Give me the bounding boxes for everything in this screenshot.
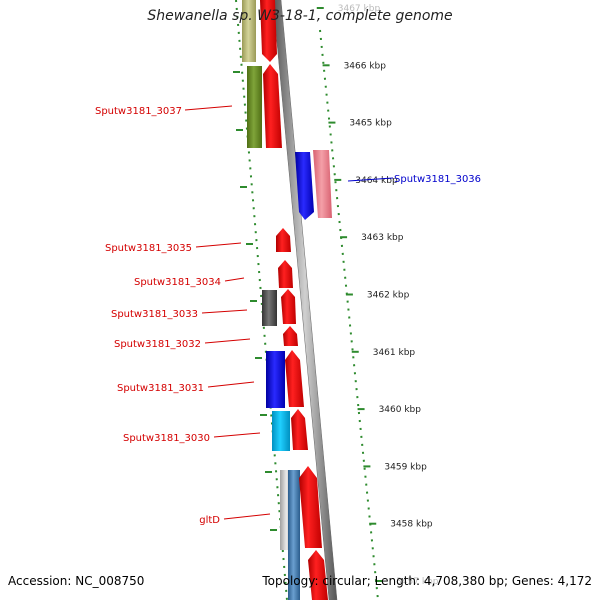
gene-label-leader [195, 242, 242, 248]
topology-text: Topology: circular; Length: 4,708,380 bp… [262, 574, 592, 588]
gene-sputw3181-3033-gray [262, 290, 277, 326]
gene-sputw3181-3031-blue [266, 351, 285, 408]
gene-sputw3181-3033 [281, 289, 296, 324]
inner-track-ticks [233, 71, 277, 531]
scale-tick-label: 3466 kbp [344, 61, 387, 71]
gene-red-top-1 [260, 0, 277, 62]
gene-sputw3181-3036-blue [295, 152, 314, 220]
gene-label[interactable]: Sputw3181_3033 [111, 309, 198, 320]
map-title: Shewanella sp. W3-18-1, complete genome [147, 8, 453, 24]
gene-label-leader [201, 309, 248, 314]
scale-tick-label: 3465 kbp [349, 119, 392, 129]
scale-tick-label: 3467 kbp [338, 4, 381, 14]
gene-label-leader [347, 177, 394, 182]
scale-tick-label: 3460 kbp [379, 405, 422, 415]
gene-label-leader [224, 277, 245, 282]
scale-tick-label: 3459 kbp [384, 462, 427, 472]
gene-sputw3181-3037 [247, 66, 262, 148]
gene-sputw3181-3030 [291, 409, 308, 450]
gene-sputw3181-3032 [283, 326, 298, 346]
gene-steel [288, 470, 300, 600]
gene-label[interactable]: Sputw3181_3035 [105, 243, 192, 254]
gene-labels: Sputw3181_3037 Sputw3181_3036 Sputw3181_30… [95, 105, 481, 526]
gene-label-leader [223, 513, 271, 520]
gene-label[interactable]: Sputw3181_3030 [123, 433, 210, 444]
gene-label-leader [204, 338, 251, 344]
scale-tick-label: 3461 kbp [373, 348, 416, 358]
scale-tick-label: 3458 kbp [390, 520, 433, 530]
gene-pink [313, 150, 332, 218]
gene-label[interactable]: Sputw3181_3037 [95, 106, 182, 117]
gene-sputw3181-3030-cyan [272, 411, 290, 451]
gene-label[interactable]: Sputw3181_3036 [394, 174, 481, 185]
scale-tick-label: 3462 kbp [367, 291, 410, 301]
gene-label-leader [184, 105, 233, 111]
scale-ticks: 3467 kbp 3466 kbp 3465 kbp 3464 kbp 3463 kbp… [316, 4, 439, 587]
scale-tick-label: 3464 kbp [355, 176, 398, 186]
gene-sputw3181-3034 [278, 260, 293, 288]
gene-label-leader [207, 381, 255, 388]
scale-tick-label: 3463 kbp [361, 233, 404, 243]
gene-label[interactable]: Sputw3181_3032 [114, 339, 201, 350]
gene-red-bottom [308, 550, 328, 600]
gene-label[interactable]: gltD [199, 515, 220, 526]
scale-tick-label: 3457 kbp [396, 577, 439, 587]
gene-label[interactable]: Sputw3181_3031 [117, 383, 204, 394]
gene-label[interactable]: Sputw3181_3034 [134, 277, 221, 288]
gene-sputw3181-3035 [276, 228, 291, 252]
gene-red-top-2 [263, 64, 282, 148]
gene-gltd [299, 466, 322, 548]
gene-sputw3181-3031 [285, 350, 304, 407]
accession-text: Accession: NC_008750 [8, 574, 145, 588]
gene-khaki-top [242, 0, 256, 62]
gene-label-leader [213, 432, 261, 438]
